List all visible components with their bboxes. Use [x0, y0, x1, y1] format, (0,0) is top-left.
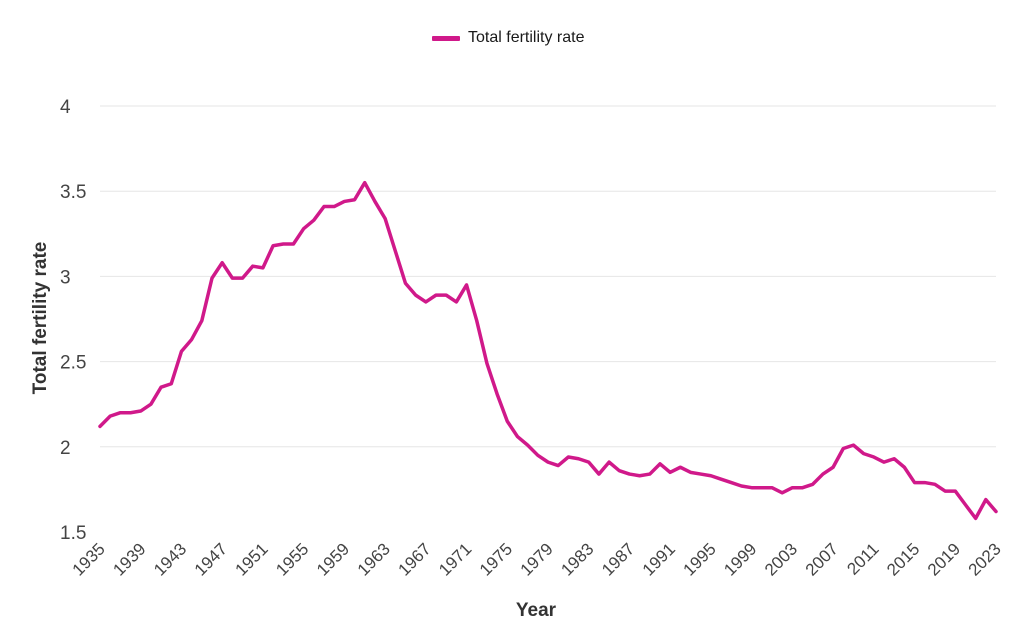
y-axis-title: Total fertility rate — [30, 242, 51, 395]
x-tick-label: 1967 — [394, 539, 434, 579]
x-tick-label: 1951 — [232, 539, 272, 579]
x-tick-label: 2019 — [924, 539, 964, 579]
y-tick-label: 1.5 — [60, 523, 86, 544]
legend: Total fertility rate — [432, 29, 584, 47]
legend-label: Total fertility rate — [468, 29, 585, 46]
x-tick-label: 1947 — [191, 539, 231, 579]
x-axis-ticks: 1935 1939 1943 1947 1951 1955 1959 1963 1967 1971… — [69, 539, 1005, 579]
y-axis-ticks: 1.5 2 2.5 3 3.5 4 — [60, 97, 86, 544]
x-tick-label: 1999 — [720, 539, 760, 579]
x-tick-label: 1991 — [639, 539, 679, 579]
x-tick-label: 2007 — [802, 539, 842, 579]
y-tick-label: 3 — [60, 267, 71, 288]
x-tick-label: 1939 — [109, 539, 149, 579]
series-line-total-fertility-rate — [98, 180, 998, 521]
x-tick-label: 1987 — [598, 539, 638, 579]
x-axis-title: Year — [516, 600, 557, 621]
x-tick-label: 1975 — [476, 539, 516, 579]
x-tick-label: 1943 — [150, 539, 190, 579]
x-tick-label: 2003 — [761, 539, 801, 579]
y-tick-label: 2.5 — [60, 353, 86, 374]
x-tick-label: 2023 — [965, 539, 1005, 579]
x-tick-label: 1979 — [517, 539, 557, 579]
x-tick-label: 1963 — [354, 539, 394, 579]
legend-swatch — [432, 35, 460, 41]
x-tick-label: 2011 — [843, 539, 882, 578]
x-tick-label: 1935 — [69, 539, 109, 579]
x-tick-label: 1971 — [435, 539, 475, 579]
grid-lines — [100, 105, 996, 448]
y-tick-label: 2 — [60, 438, 71, 459]
series-layer — [98, 180, 998, 521]
x-tick-label: 2015 — [883, 539, 923, 579]
x-tick-label: 1959 — [313, 539, 353, 579]
x-tick-label: 1955 — [272, 539, 312, 579]
x-tick-label: 1995 — [680, 539, 720, 579]
y-tick-label: 4 — [60, 97, 71, 118]
x-tick-label: 1983 — [557, 539, 597, 579]
y-tick-label: 3.5 — [60, 182, 86, 203]
